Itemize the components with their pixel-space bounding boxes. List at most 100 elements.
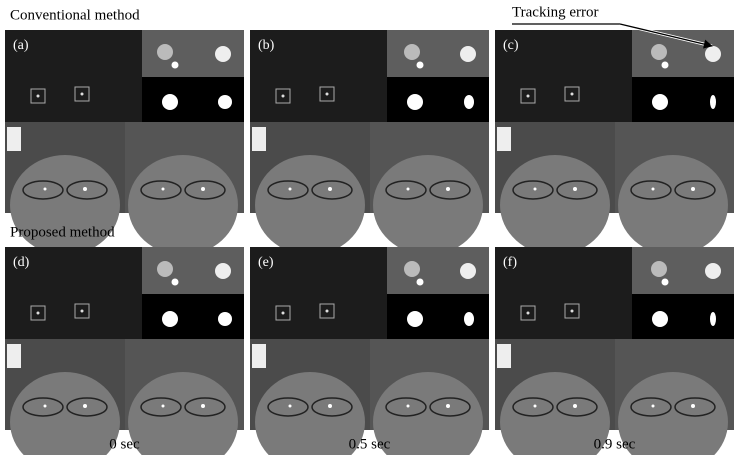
time-label: 0 sec [109,436,140,452]
pupil-mask [162,94,178,110]
icon [7,127,21,151]
glint [289,188,292,191]
pupil-mask [464,95,474,109]
glint [534,405,537,408]
glint [691,404,695,408]
glint [691,187,695,191]
pupil-zoom [157,261,173,277]
glint-zoom [662,62,669,69]
panel-label: (a) [13,38,29,53]
panel: (c) [495,30,734,255]
binary-view [387,77,489,122]
pupil-zoom [404,261,420,277]
pupil-mask [710,312,716,326]
glint [201,404,205,408]
pupil-zoom [705,263,721,279]
glint [407,405,410,408]
pupil-mask [407,94,423,110]
glint [81,93,84,96]
glint [652,405,655,408]
glint [83,187,87,191]
pupil-mask [218,95,232,109]
pupil-zoom [215,263,231,279]
glint [328,187,332,191]
panel-label: (f) [503,255,517,270]
face [373,155,483,255]
pupil-mask [162,311,178,327]
pupil-zoom [705,46,721,62]
pupil-zoom [651,44,667,60]
glint [573,404,577,408]
annotation: Tracking error [512,4,599,20]
binary-view [387,294,489,339]
glint [527,312,530,315]
pupil-mask [407,311,423,327]
glint [162,188,165,191]
glint [326,93,329,96]
glint [571,93,574,96]
glint [282,312,285,315]
pupil-zoom [215,46,231,62]
pupil-mask [652,94,668,110]
binary-view [632,294,734,339]
face [500,155,610,255]
pupil-zoom [651,261,667,277]
time-label: 0.9 sec [594,436,636,452]
glint [446,187,450,191]
icon [7,344,21,368]
glint [81,310,84,313]
face [618,155,728,255]
icon [497,344,511,368]
glint-zoom [417,62,424,69]
glint [573,187,577,191]
glint-zoom [417,279,424,286]
glint-zoom [172,279,179,286]
section-title: Conventional method [10,7,140,23]
panel: (f) [495,247,734,455]
binary-view [632,77,734,122]
glint [282,95,285,98]
glint [44,188,47,191]
glint [446,404,450,408]
face [128,155,238,255]
icon [252,344,266,368]
glint [289,405,292,408]
panel: (d) [5,247,244,455]
panel: (a) [5,30,244,255]
pupil-zoom [460,46,476,62]
glint [527,95,530,98]
glint [571,310,574,313]
glint [162,405,165,408]
glint [326,310,329,313]
glint [534,188,537,191]
pupil-zoom [460,263,476,279]
pupil-zoom [157,44,173,60]
panel-label: (b) [258,38,275,53]
glint [83,404,87,408]
glint [37,312,40,315]
icon [252,127,266,151]
glint [201,187,205,191]
time-label: 0.5 sec [349,436,391,452]
pupil-mask [710,95,716,109]
panel-label: (e) [258,255,274,270]
pupil-mask [218,312,232,326]
panel: (b) [250,30,489,255]
glint [652,188,655,191]
panel-label: (c) [503,38,519,53]
pupil-mask [464,312,474,326]
face [255,155,365,255]
glint [407,188,410,191]
glint [44,405,47,408]
pupil-zoom [404,44,420,60]
icon [497,127,511,151]
figure: Tracking error Conventional method (a) (b)… [0,0,734,455]
glint [37,95,40,98]
glint-zoom [172,62,179,69]
panel: (e) [250,247,489,455]
pupil-mask [652,311,668,327]
glint [328,404,332,408]
glint-zoom [662,279,669,286]
section-title: Proposed method [10,224,115,240]
panel-label: (d) [13,255,30,270]
